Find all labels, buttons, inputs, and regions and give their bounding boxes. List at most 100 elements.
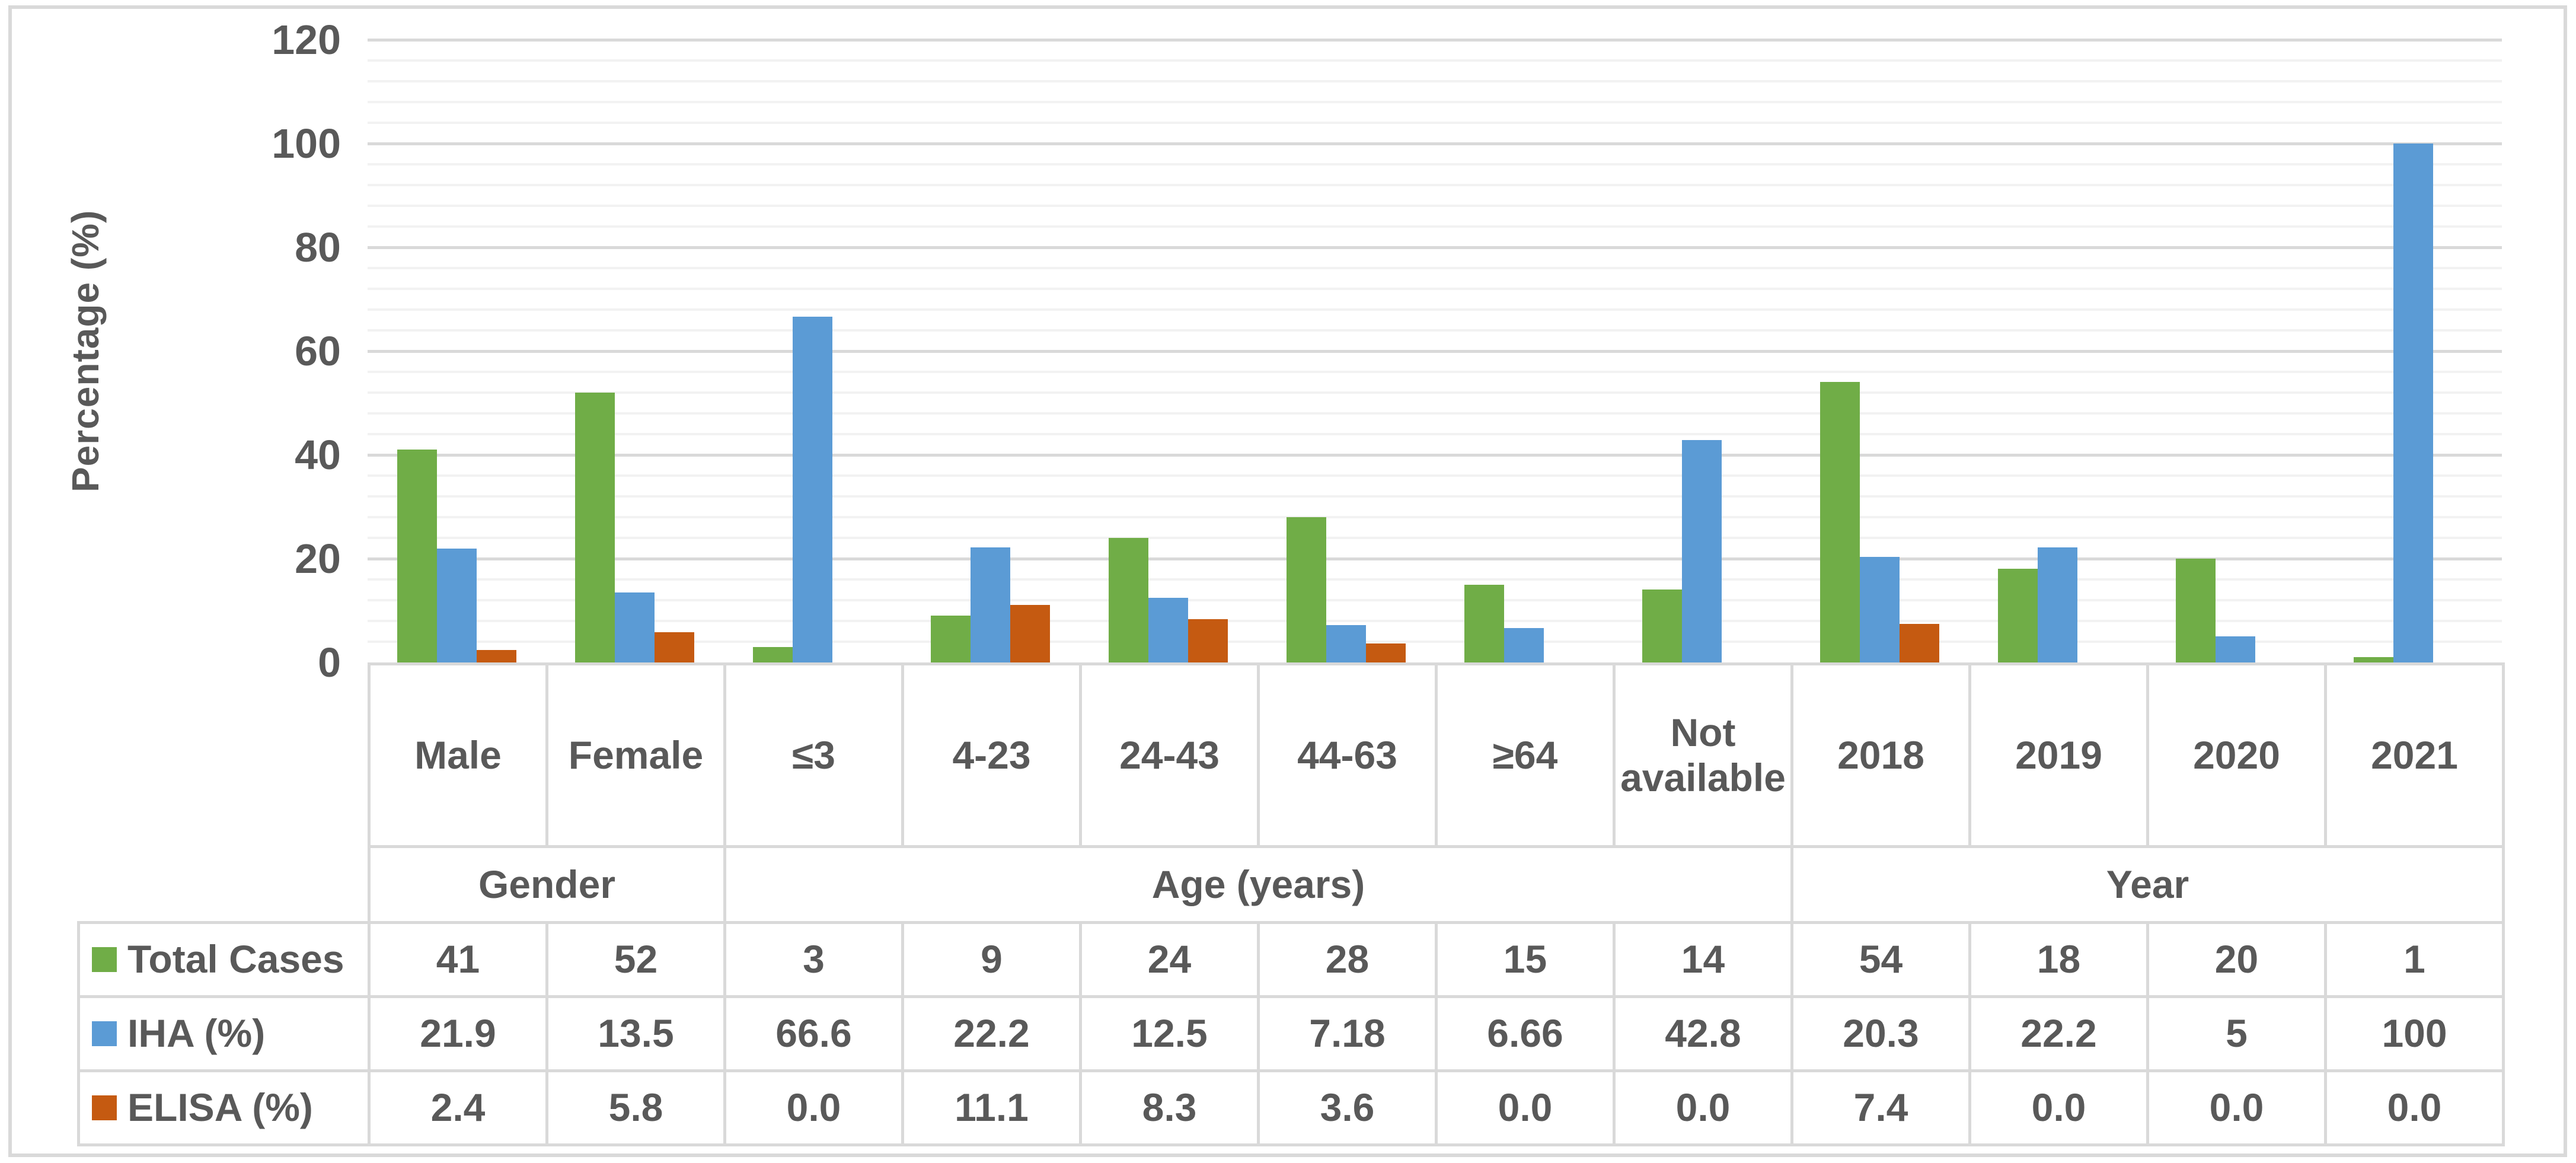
legend-entry: Total Cases (82, 934, 366, 985)
value-cell-s1-c8: 20.3 (1790, 995, 1971, 1072)
value-cell-s0-c5: 28 (1257, 921, 1438, 998)
value-cell-s2-c7: 0.0 (1613, 1069, 1793, 1146)
value-cell-s0-c1: 52 (545, 921, 726, 998)
bar-total-cases-11 (2354, 657, 2393, 662)
series-name: ELISA (%) (127, 1085, 313, 1130)
value-cell-s1-c11: 100 (2324, 995, 2505, 1072)
value-cell-s0-c7: 14 (1613, 921, 1793, 998)
minor-gridline (368, 205, 2502, 207)
value-cell-s2-c8: 7.4 (1790, 1069, 1971, 1146)
value-cell-s1-c0: 21.9 (368, 995, 548, 1072)
bar-total-cases-2 (753, 647, 793, 662)
minor-gridline (368, 329, 2502, 332)
bar-total-cases-1 (575, 393, 615, 662)
bar-iha-0 (437, 549, 477, 662)
y-tick-label: 100 (272, 120, 341, 167)
bar-total-cases-9 (1998, 569, 2038, 662)
minor-gridline (368, 474, 2502, 477)
value-cell-s1-c4: 12.5 (1079, 995, 1260, 1072)
minor-gridline (368, 371, 2502, 373)
y-tick-label: 0 (318, 639, 341, 686)
series-name: IHA (%) (127, 1011, 266, 1056)
value-cell-s2-c2: 0.0 (723, 1069, 904, 1146)
bar-iha-5 (1326, 625, 1366, 662)
bar-iha-1 (615, 592, 655, 662)
category-cell-8: 2018 (1790, 662, 1971, 848)
major-gridline (368, 350, 2502, 353)
y-tick-label: 60 (295, 328, 341, 374)
value-cell-s1-c1: 13.5 (545, 995, 726, 1072)
y-tick-label: 80 (295, 224, 341, 270)
category-cell-11: 2021 (2324, 662, 2505, 848)
minor-gridline (368, 578, 2502, 581)
value-cell-s0-c3: 9 (901, 921, 1082, 998)
data-table: Male Female ≤3 4-23 24-43 44-63 ≥64 Not availab… (77, 662, 2505, 1146)
series-row-0: Total Cases 41 52 3 9 24 28 15 14 54 18 20 1 (77, 921, 2505, 998)
minor-gridline (368, 80, 2502, 82)
minor-gridline (368, 516, 2502, 518)
bar-total-cases-7 (1642, 590, 1682, 662)
bar-total-cases-10 (2176, 559, 2216, 662)
minor-gridline (368, 641, 2502, 643)
minor-gridline (368, 620, 2502, 622)
minor-gridline (368, 391, 2502, 394)
category-cell-9: 2019 (1968, 662, 2149, 848)
bar-total-cases-8 (1820, 382, 1860, 662)
value-cell-s2-c10: 0.0 (2146, 1069, 2327, 1146)
value-cell-s1-c5: 7.18 (1257, 995, 1438, 1072)
minor-gridline (368, 122, 2502, 124)
value-cell-s0-c9: 18 (1968, 921, 2149, 998)
minor-gridline (368, 288, 2502, 290)
legend-swatch-icon (92, 947, 117, 972)
corner-spacer (79, 847, 369, 923)
value-cell-s1-c10: 5 (2146, 995, 2327, 1072)
group-cell-gender: Gender (368, 845, 726, 924)
bar-total-cases-6 (1464, 585, 1504, 662)
value-cell-s2-c6: 0.0 (1435, 1069, 1616, 1146)
category-cell-4: 24-43 (1079, 662, 1260, 848)
value-cell-s0-c8: 54 (1790, 921, 1971, 998)
data-table-body: Male Female ≤3 4-23 24-43 44-63 ≥64 Not availab… (77, 662, 2505, 1146)
bar-elisa-8 (1900, 624, 1939, 662)
bar-iha-7 (1682, 440, 1722, 662)
minor-gridline (368, 537, 2502, 539)
bar-iha-10 (2216, 636, 2255, 662)
y-tick-label: 120 (272, 17, 341, 63)
value-cell-s2-c5: 3.6 (1257, 1069, 1438, 1146)
value-cell-s0-c11: 1 (2324, 921, 2505, 998)
bar-iha-9 (2038, 547, 2077, 662)
bar-elisa-5 (1366, 643, 1406, 662)
legend-entry: IHA (%) (82, 1008, 366, 1059)
value-cell-s0-c10: 20 (2146, 921, 2327, 998)
value-cell-s2-c1: 5.8 (545, 1069, 726, 1146)
bar-elisa-3 (1010, 605, 1050, 662)
major-gridline (368, 557, 2502, 560)
major-gridline (368, 246, 2502, 249)
bar-total-cases-0 (397, 450, 437, 662)
value-cell-s1-c2: 66.6 (723, 995, 904, 1072)
major-gridline (368, 39, 2502, 42)
value-cell-s0-c2: 3 (723, 921, 904, 998)
major-gridline (368, 142, 2502, 145)
value-cell-s0-c0: 41 (368, 921, 548, 998)
category-cell-0: Male (368, 662, 548, 848)
minor-gridline (368, 101, 2502, 103)
value-cell-s1-c6: 6.66 (1435, 995, 1616, 1072)
bar-elisa-1 (655, 632, 694, 662)
legend-swatch-icon (92, 1021, 117, 1046)
minor-gridline (368, 412, 2502, 415)
series-row-1: IHA (%) 21.9 13.5 66.6 22.2 12.5 7.18 6.66 42.8 2… (77, 995, 2505, 1072)
legend-entry: ELISA (%) (82, 1082, 366, 1133)
value-cell-s1-c3: 22.2 (901, 995, 1082, 1072)
chart-outer-border (8, 5, 2567, 1157)
bar-iha-11 (2393, 144, 2433, 662)
bar-total-cases-3 (931, 616, 971, 662)
minor-gridline (368, 599, 2502, 601)
group-cell-age-years: Age (years) (723, 845, 1793, 924)
bar-iha-2 (793, 317, 832, 662)
y-tick-label: 20 (295, 536, 341, 582)
category-cell-1: Female (545, 662, 726, 848)
bar-iha-6 (1504, 628, 1544, 662)
value-cell-s0-c6: 15 (1435, 921, 1616, 998)
